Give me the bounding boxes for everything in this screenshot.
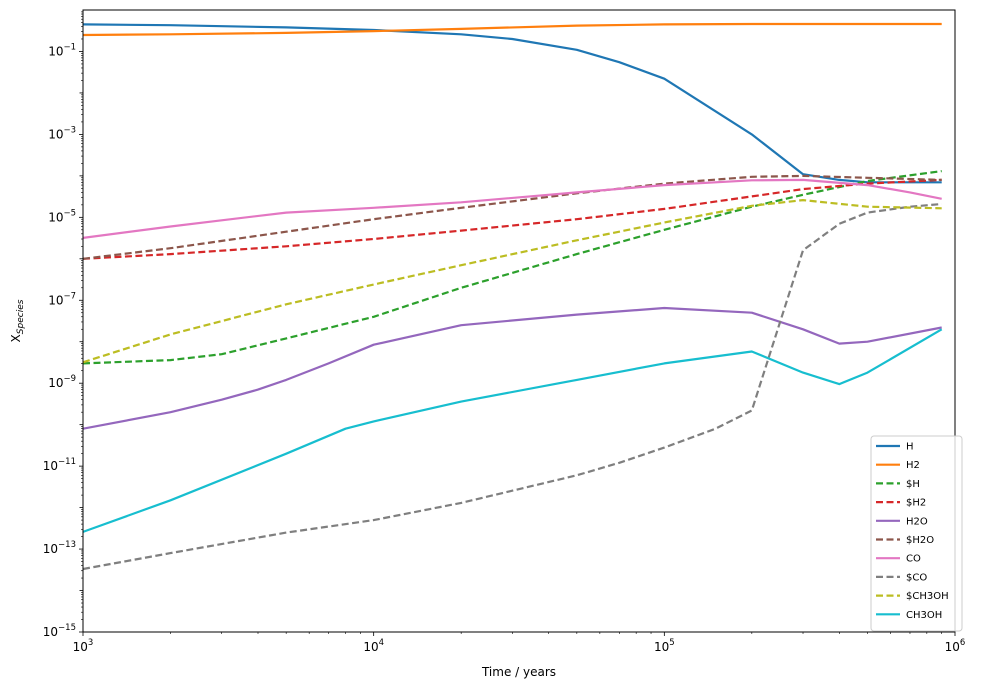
legend-label-6: CO (906, 554, 921, 565)
series-line-0 (83, 23, 942, 184)
series-line-7 (83, 202, 942, 571)
legend-label-4: H2O (906, 516, 928, 527)
legend-label-3: $H2 (906, 498, 926, 509)
x-tick-label: 104 (363, 638, 384, 654)
series-line-2 (83, 170, 942, 365)
x-axis-label: Time / years (481, 665, 556, 679)
x-tick-label: 105 (654, 638, 675, 654)
y-axis: 10−15 10−13 10−11 10−9 10−7 10−5 10−3 10−1 (43, 11, 83, 639)
legend-label-0: H (906, 442, 914, 453)
legend-label-8: $CH3OH (906, 591, 949, 602)
series-line-1 (83, 22, 942, 37)
legend-label-1: H2 (906, 460, 920, 471)
legend-label-5: $H2O (906, 535, 934, 546)
x-tick-label: 106 (945, 638, 966, 654)
y-tick-label: 10−13 (43, 540, 76, 556)
y-axis-label-main: X (9, 334, 23, 342)
y-tick-label: 10−7 (48, 291, 76, 307)
y-tick-label: 10−5 (48, 208, 76, 224)
y-axis-label: XSpecies (9, 299, 26, 342)
legend-label-2: $H (906, 479, 920, 490)
series-layer (83, 22, 943, 571)
legend-label-9: CH3OH (906, 610, 942, 621)
y-tick-label: 10−9 (48, 374, 76, 390)
y-tick-label: 10−1 (48, 42, 76, 58)
plot-frame (82, 9, 956, 633)
legend: H H2 $H $H2 H2O $H2O CO $CO $CH3OH CH3OH (870, 435, 963, 632)
series-line-4 (83, 306, 942, 430)
series-line-9 (83, 328, 943, 533)
x-axis: 103 104 105 106 (73, 632, 966, 654)
y-tick-label: 10−15 (43, 623, 76, 639)
series-line-6 (83, 178, 942, 239)
legend-label-7: $CO (906, 572, 927, 583)
y-tick-label: 10−11 (43, 457, 76, 473)
legend-box (870, 435, 963, 632)
series-line-8 (83, 199, 942, 364)
series-line-3 (83, 178, 942, 260)
y-tick-label: 10−3 (48, 125, 76, 141)
y-axis-label-subscript: Species (16, 299, 26, 334)
x-tick-label: 103 (73, 638, 94, 654)
series-line-5 (83, 174, 942, 260)
